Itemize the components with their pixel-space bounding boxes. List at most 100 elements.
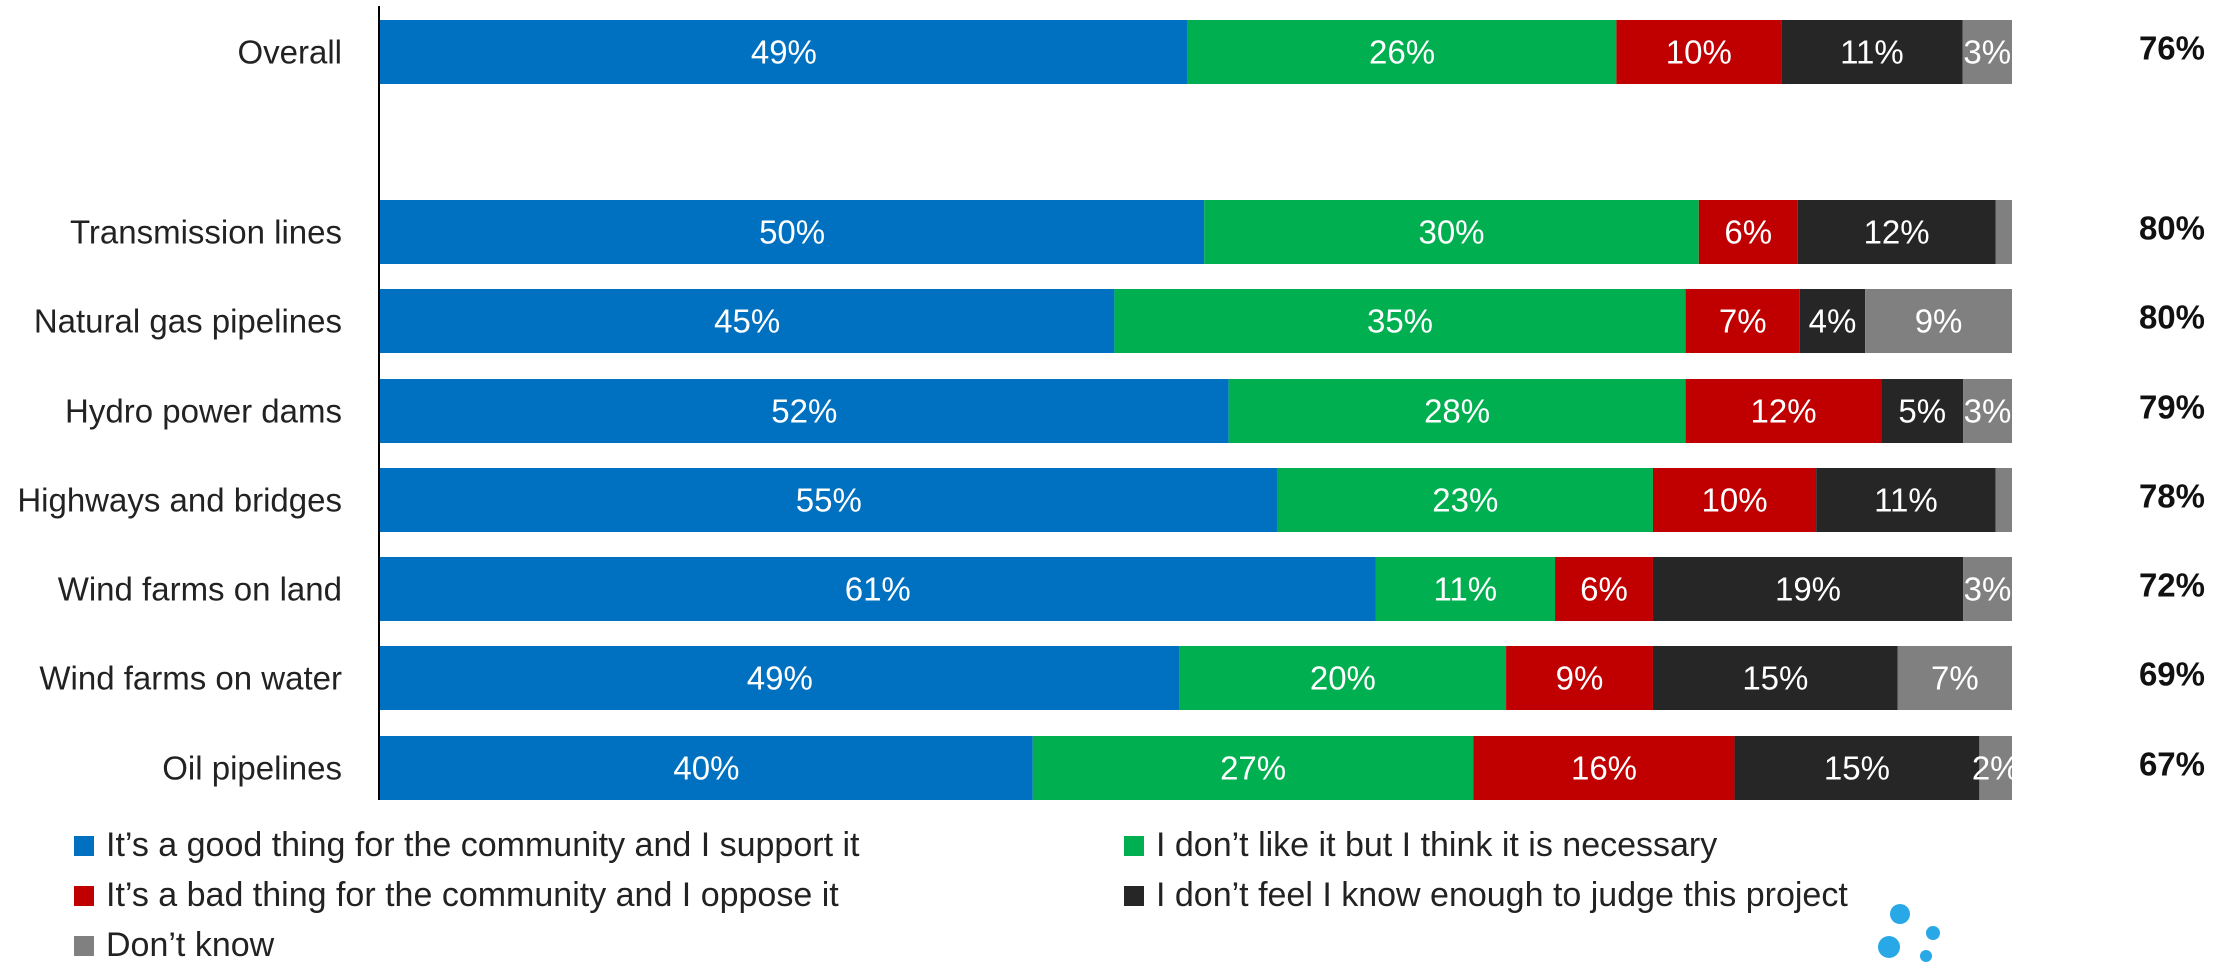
bar-oil-pipelines-series-2: [1032, 736, 1474, 800]
data-label-wind-farms-on-land-series-3: 6%: [1580, 571, 1628, 608]
bar-natural-gas-pipelines-series-5: [1865, 289, 2012, 353]
data-label-transmission-lines-series-3: 6%: [1724, 214, 1772, 251]
bar-natural-gas-pipelines-series-1: [380, 289, 1115, 353]
category-label-hydro-power-dams: Hydro power dams: [65, 393, 342, 430]
legend-swatch-necessary: [1124, 835, 1144, 856]
category-label-wind-farms-on-land: Wind farms on land: [58, 571, 342, 608]
data-label-wind-farms-on-land-series-4: 19%: [1775, 571, 1841, 608]
data-label-transmission-lines-series-2: 30%: [1418, 214, 1484, 251]
data-label-wind-farms-on-water-series-3: 9%: [1556, 660, 1604, 697]
total-label-overall: 76%: [2139, 30, 2205, 67]
bar-highways-and-bridges-series-5: [1995, 468, 2012, 532]
bar-overall-series-4: [1781, 20, 1963, 84]
bar-transmission-lines-series-5: [1995, 200, 2012, 264]
legend-label-unsure: I don’t feel I know enough to judge this…: [1156, 876, 1848, 914]
bar-wind-farms-on-water-series-3: [1506, 646, 1653, 710]
bar-highways-and-bridges-series-1: [380, 468, 1278, 532]
data-label-overall-series-2: 26%: [1369, 34, 1435, 71]
category-label-wind-farms-on-water: Wind farms on water: [39, 660, 342, 697]
total-label-oil-pipelines: 67%: [2139, 746, 2205, 783]
data-label-wind-farms-on-water-series-4: 15%: [1742, 660, 1808, 697]
bar-natural-gas-pipelines-series-4: [1799, 289, 1866, 353]
legend-label-oppose: It’s a bad thing for the community and I…: [106, 876, 839, 914]
bar-hydro-power-dams-series-5: [1963, 379, 2012, 443]
bar-overall-series-2: [1187, 20, 1617, 84]
legend-label-dont-know: Don’t know: [106, 926, 275, 964]
legend-swatch-unsure: [1124, 885, 1144, 906]
bar-wind-farms-on-land-series-3: [1555, 557, 1653, 621]
bar-highways-and-bridges-series-3: [1652, 468, 1817, 532]
data-label-oil-pipelines-series-5: 2%: [1972, 750, 2020, 787]
data-label-hydro-power-dams-series-1: 52%: [771, 393, 837, 430]
category-label-oil-pipelines: Oil pipelines: [162, 750, 342, 787]
bar-hydro-power-dams-series-1: [380, 379, 1229, 443]
bar-oil-pipelines-series-3: [1473, 736, 1735, 800]
legend-item-dont-know: Don’t know: [74, 926, 274, 965]
data-label-wind-farms-on-water-series-1: 49%: [747, 660, 813, 697]
data-label-overall-series-4: 11%: [1840, 34, 1904, 71]
total-label-wind-farms-on-land: 72%: [2139, 567, 2205, 604]
bar-oil-pipelines-series-4: [1734, 736, 1980, 800]
data-label-overall-series-1: 49%: [751, 34, 817, 71]
total-label-hydro-power-dams: 79%: [2139, 389, 2205, 426]
legend-item-unsure: I don’t feel I know enough to judge this…: [1124, 876, 1848, 915]
legend-label-support: It’s a good thing for the community and …: [106, 826, 860, 864]
legend: It’s a good thing for the community and …: [74, 826, 2174, 964]
bar-transmission-lines-series-4: [1797, 200, 1996, 264]
bar-wind-farms-on-water-series-2: [1179, 646, 1507, 710]
data-label-natural-gas-pipelines-series-3: 7%: [1719, 303, 1767, 340]
data-label-hydro-power-dams-series-3: 12%: [1750, 393, 1816, 430]
bar-oil-pipelines-series-5: [1979, 736, 2012, 800]
bar-highways-and-bridges-series-2: [1277, 468, 1653, 532]
category-label-overall: Overall: [237, 34, 342, 71]
legend-swatch-support: [74, 835, 94, 856]
legend-swatch-oppose: [74, 885, 94, 906]
total-label-wind-farms-on-water: 69%: [2139, 656, 2205, 693]
data-label-oil-pipelines-series-1: 40%: [673, 750, 739, 787]
bar-hydro-power-dams-series-3: [1685, 379, 1882, 443]
data-label-natural-gas-pipelines-series-2: 35%: [1367, 303, 1433, 340]
data-label-overall-series-3: 10%: [1666, 34, 1732, 71]
data-label-transmission-lines-series-4: 12%: [1864, 214, 1930, 251]
data-label-wind-farms-on-water-series-5: 7%: [1931, 660, 1979, 697]
bar-natural-gas-pipelines-series-2: [1114, 289, 1686, 353]
category-label-natural-gas-pipelines: Natural gas pipelines: [34, 303, 342, 340]
bar-overall-series-1: [380, 20, 1188, 84]
bar-wind-farms-on-land-series-1: [380, 557, 1376, 621]
bar-overall-series-5: [1962, 20, 2012, 84]
bar-highways-and-bridges-series-4: [1816, 468, 1996, 532]
legend-item-oppose: It’s a bad thing for the community and I…: [74, 876, 839, 915]
bar-wind-farms-on-water-series-4: [1652, 646, 1898, 710]
total-label-transmission-lines: 80%: [2139, 210, 2205, 247]
data-label-wind-farms-on-land-series-1: 61%: [845, 571, 911, 608]
legend-item-necessary: I don’t like it but I think it is necess…: [1124, 826, 1717, 865]
bar-wind-farms-on-water-series-5: [1897, 646, 2012, 710]
data-label-highways-and-bridges-series-2: 23%: [1432, 482, 1498, 519]
data-label-oil-pipelines-series-2: 27%: [1220, 750, 1286, 787]
bar-wind-farms-on-land-series-4: [1652, 557, 1964, 621]
legend-label-necessary: I don’t like it but I think it is necess…: [1156, 826, 1718, 864]
bar-natural-gas-pipelines-series-3: [1685, 289, 1800, 353]
data-label-hydro-power-dams-series-4: 5%: [1898, 393, 1946, 430]
data-label-natural-gas-pipelines-series-5: 9%: [1915, 303, 1963, 340]
data-label-oil-pipelines-series-3: 16%: [1571, 750, 1637, 787]
stacked-bar-chart: Overall 49% 26% 10% 11% 3% 76% Transmission lin…: [17, 6, 2205, 800]
bar-wind-farms-on-water-series-1: [380, 646, 1180, 710]
data-label-overall-series-5: 3%: [1963, 34, 2011, 71]
category-label-highways-and-bridges: Highways and bridges: [17, 482, 342, 519]
bar-transmission-lines-series-3: [1698, 200, 1798, 264]
data-label-highways-and-bridges-series-1: 55%: [796, 482, 862, 519]
legend-item-support: It’s a good thing for the community and …: [74, 826, 859, 865]
total-label-natural-gas-pipelines: 80%: [2139, 299, 2205, 336]
legend-swatch-dont-know: [74, 935, 94, 956]
data-label-natural-gas-pipelines-series-4: 4%: [1809, 303, 1857, 340]
total-label-highways-and-bridges: 78%: [2139, 478, 2205, 515]
data-label-wind-farms-on-water-series-2: 20%: [1310, 660, 1376, 697]
bar-oil-pipelines-series-1: [380, 736, 1033, 800]
category-label-transmission-lines: Transmission lines: [70, 214, 342, 251]
data-label-transmission-lines-series-1: 50%: [759, 214, 825, 251]
data-label-hydro-power-dams-series-2: 28%: [1424, 393, 1490, 430]
data-label-natural-gas-pipelines-series-1: 45%: [714, 303, 780, 340]
data-label-wind-farms-on-land-series-5: 3%: [1964, 571, 2012, 608]
data-label-hydro-power-dams-series-5: 3%: [1964, 393, 2012, 430]
